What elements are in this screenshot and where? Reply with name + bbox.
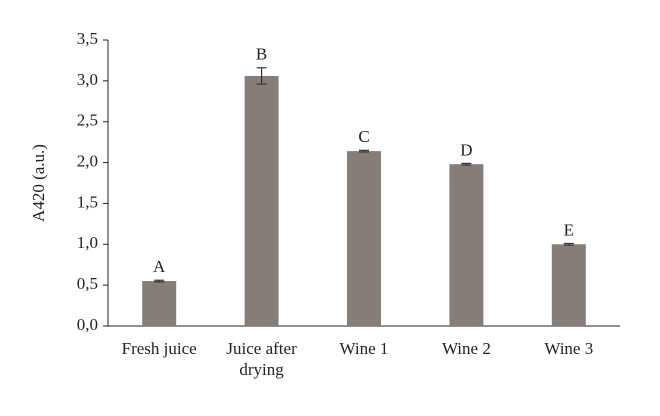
y-tick-label: 0,5 — [77, 274, 98, 293]
bar — [142, 281, 177, 326]
y-axis-title: A420 (a.u.) — [29, 144, 48, 222]
annotation: D — [460, 140, 472, 159]
error-bar — [563, 242, 574, 246]
annotation: E — [564, 220, 574, 239]
bar — [244, 75, 279, 326]
error-bar — [359, 149, 369, 153]
y-tick-label: 3,0 — [77, 70, 98, 89]
bar — [449, 164, 484, 326]
x-tick-label: Wine 3 — [544, 339, 594, 358]
bar — [551, 244, 586, 326]
x-tick-label: Juice after drying — [226, 339, 297, 379]
y-tick-label: 2,5 — [77, 111, 98, 130]
y-tick-label: 1,5 — [77, 192, 98, 211]
y-tick-label: 0,0 — [77, 315, 98, 334]
y-tick-label: 1,0 — [77, 233, 98, 252]
error-bar — [154, 279, 165, 283]
x-tick-label: Wine 2 — [441, 339, 491, 358]
x-tick-label: Wine 1 — [339, 339, 389, 358]
bar — [347, 151, 381, 326]
error-bar — [461, 162, 472, 166]
y-tick-label: 3,5 — [77, 29, 98, 48]
annotation: A — [153, 257, 166, 276]
annotation: C — [358, 127, 369, 146]
error-bar — [256, 67, 267, 85]
y-tick-label: 2,0 — [77, 151, 98, 170]
annotation: B — [256, 45, 267, 64]
x-tick-label: Fresh juice — [121, 339, 197, 358]
